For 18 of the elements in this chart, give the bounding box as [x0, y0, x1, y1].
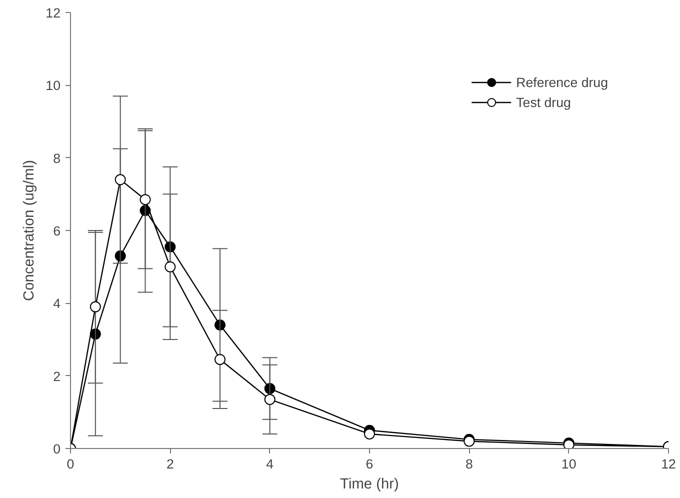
- y-tick-label: 0: [53, 442, 61, 456]
- y-axis-title: Concentration (ug/ml): [22, 160, 38, 301]
- x-tick-label: 6: [366, 456, 374, 472]
- x-tick-label: 8: [465, 456, 473, 472]
- y-tick-label: 10: [46, 78, 61, 94]
- x-tick-label: 4: [266, 456, 274, 472]
- y-tick-label: 4: [53, 296, 62, 312]
- x-axis-title: Time (hr): [340, 476, 399, 492]
- x-tick-label: 2: [166, 456, 174, 472]
- legend-label: Test drug: [516, 94, 571, 110]
- x-tick-label: 12: [661, 456, 676, 472]
- y-tick-label: 2: [53, 368, 61, 384]
- legend-label: Reference drug: [516, 74, 608, 90]
- x-tick-label: 10: [561, 456, 576, 472]
- y-tick-label: 6: [53, 224, 61, 238]
- x-tick-label: 0: [66, 456, 74, 472]
- y-tick-label: 12: [46, 6, 61, 20]
- y-tick-label: 8: [53, 150, 61, 166]
